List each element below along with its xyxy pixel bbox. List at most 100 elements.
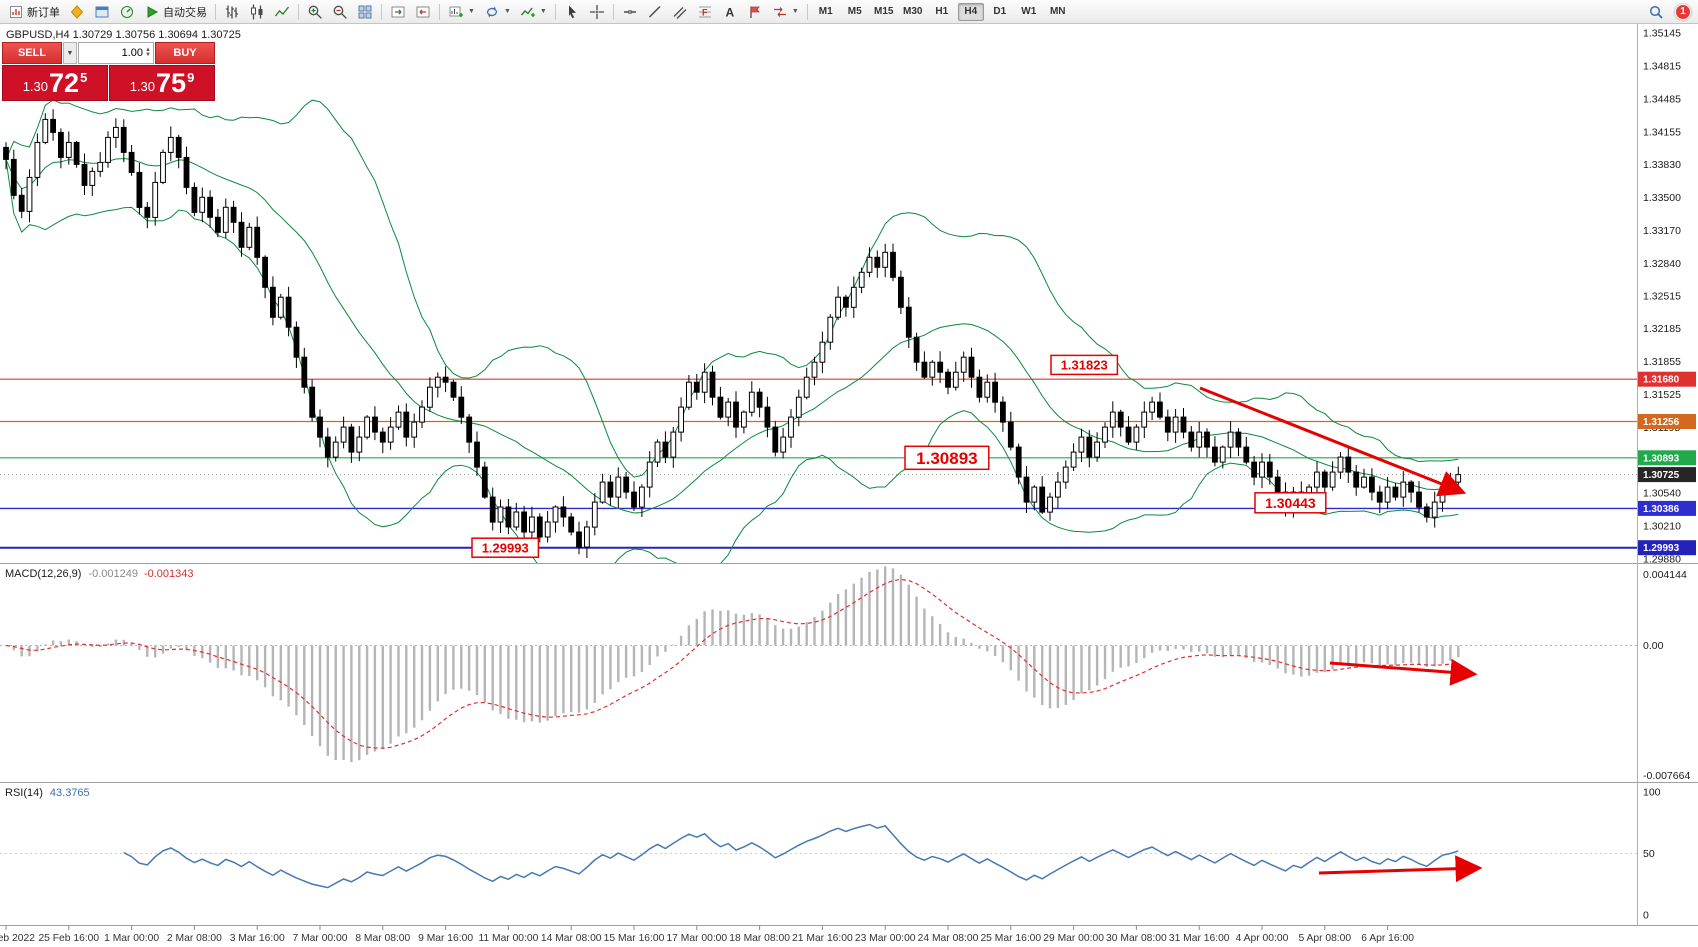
- buy-price-display[interactable]: 1.30 75 9: [109, 65, 215, 101]
- new-chart-button[interactable]: ▼: [444, 2, 479, 22]
- chart-canvas[interactable]: 1.31823 1.30893 1.30443 1.29993 1.35145 1.348…: [0, 24, 1698, 947]
- svg-text:4 Apr 00:00: 4 Apr 00:00: [1236, 933, 1289, 944]
- timeframe-button-m15[interactable]: M15: [874, 6, 894, 17]
- toolbar-separator: [612, 3, 614, 20]
- notification-badge[interactable]: 1: [1675, 3, 1691, 20]
- zoom-out-icon[interactable]: [328, 2, 352, 22]
- timeframe-button-m1[interactable]: M1: [818, 6, 833, 17]
- label-tool-icon[interactable]: [743, 2, 767, 22]
- profiles-button[interactable]: ▼: [480, 2, 515, 22]
- svg-text:1.32840: 1.32840: [1643, 258, 1681, 270]
- hline-tool-icon[interactable]: [618, 2, 642, 22]
- volume-stepper: ▲▼: [78, 42, 154, 64]
- macd-label: MACD(12,26,9): [5, 568, 82, 580]
- candlestick-chart-icon[interactable]: [245, 2, 269, 22]
- new-order-button[interactable]: 新订单: [4, 2, 64, 22]
- pane-separators: [0, 24, 1698, 926]
- svg-text:8 Mar 08:00: 8 Mar 08:00: [355, 933, 410, 944]
- svg-text:0.00: 0.00: [1643, 640, 1664, 652]
- svg-text:17 Mar 00:00: 17 Mar 00:00: [666, 933, 727, 944]
- charts-window-icon[interactable]: [90, 2, 114, 22]
- auto-scroll-icon[interactable]: [386, 2, 410, 22]
- bollinger-band: [5, 99, 1459, 478]
- price-annotation: 1.30893: [904, 445, 990, 471]
- svg-text:1.33830: 1.33830: [1643, 159, 1681, 171]
- volume-spinner-icons[interactable]: ▲ ▼: [145, 47, 151, 58]
- timeframe-button-m5[interactable]: M5: [847, 6, 862, 17]
- svg-text:11 Mar 00:00: 11 Mar 00:00: [478, 933, 538, 944]
- symbol-ohlc-line: GBPUSD,H4 1.30729 1.30756 1.30694 1.3072…: [6, 29, 241, 41]
- macd-main-value: -0.001249: [88, 568, 138, 580]
- trendline-tool-icon[interactable]: [643, 2, 667, 22]
- trend-arrow-price: [1199, 386, 1467, 497]
- sell-price-display[interactable]: 1.30 72 5: [2, 65, 108, 101]
- timeframe-button-mn[interactable]: MN: [1049, 6, 1066, 17]
- svg-text:1.29993: 1.29993: [1643, 543, 1680, 554]
- toolbar-separator: [381, 3, 382, 20]
- svg-text:3 Mar 16:00: 3 Mar 16:00: [230, 933, 285, 944]
- buy-button[interactable]: BUY: [155, 42, 215, 64]
- price-annotation: 1.30443: [1254, 492, 1327, 514]
- mql5-market-icon[interactable]: [65, 2, 89, 22]
- timeframe-button-w1[interactable]: W1: [1021, 6, 1037, 17]
- candles: [3, 109, 1462, 558]
- svg-text:1.30725: 1.30725: [1643, 470, 1680, 481]
- svg-text:21 Mar 16:00: 21 Mar 16:00: [792, 933, 853, 944]
- svg-text:1.29993: 1.29993: [482, 540, 529, 555]
- svg-text:23 Mar 00:00: 23 Mar 00:00: [855, 933, 916, 944]
- svg-text:1.31855: 1.31855: [1643, 356, 1681, 368]
- svg-text:25 Mar 16:00: 25 Mar 16:00: [980, 933, 1041, 944]
- chart-shift-icon[interactable]: [411, 2, 435, 22]
- macd-pane: [0, 566, 1637, 763]
- svg-text:-0.007664: -0.007664: [1643, 770, 1690, 782]
- svg-text:1.34485: 1.34485: [1643, 93, 1681, 105]
- svg-text:100: 100: [1643, 787, 1661, 799]
- svg-text:1.33170: 1.33170: [1643, 225, 1681, 237]
- tile-windows-icon[interactable]: [353, 2, 377, 22]
- svg-text:1.34815: 1.34815: [1643, 61, 1681, 73]
- sell-price-pip-digit: 5: [80, 70, 88, 85]
- channel-tool-icon[interactable]: [668, 2, 692, 22]
- arrows-tool-icon[interactable]: ▼: [768, 2, 803, 22]
- toolbar: 新订单 自动交易 ▼ ▼ ▼ F A ▼ M1 M5 M15 M30 H1 H4 D1 W1 MN 1: [0, 0, 1698, 24]
- toolbar-buttons: 新订单 自动交易 ▼ ▼ ▼ F A ▼ M1 M5 M15 M30 H1 H4 D1 W1 MN: [4, 2, 1072, 22]
- buy-price-pip-digit: 9: [187, 70, 195, 85]
- svg-text:1.31256: 1.31256: [1643, 417, 1680, 428]
- crosshair-icon[interactable]: [585, 2, 609, 22]
- cursor-icon[interactable]: [560, 2, 584, 22]
- price-pane: [0, 99, 1637, 563]
- timeframe-button-h4[interactable]: H4: [957, 2, 984, 21]
- svg-text:5 Apr 08:00: 5 Apr 08:00: [1298, 933, 1351, 944]
- macd-signal-line: [5, 578, 1459, 749]
- svg-text:29 Mar 00:00: 29 Mar 00:00: [1043, 933, 1104, 944]
- trend-arrow-macd: [1329, 658, 1478, 686]
- timeframe-button-m30[interactable]: M30: [903, 6, 923, 17]
- volume-input[interactable]: [81, 47, 144, 59]
- volume-dropdown-icon[interactable]: ▼: [63, 42, 77, 64]
- svg-text:9 Mar 16:00: 9 Mar 16:00: [418, 933, 473, 944]
- chart-window[interactable]: 1.31823 1.30893 1.30443 1.29993 1.35145 1.348…: [0, 24, 1698, 947]
- svg-text:F: F: [702, 7, 708, 17]
- svg-text:15 Mar 16:00: 15 Mar 16:00: [604, 933, 665, 944]
- indicators-button[interactable]: ▼: [516, 2, 551, 22]
- terminal-icon[interactable]: [115, 2, 139, 22]
- zoom-in-icon[interactable]: [303, 2, 327, 22]
- price-annotation: 1.31823: [1050, 354, 1119, 376]
- bar-chart-icon[interactable]: [220, 2, 244, 22]
- svg-text:1.29880: 1.29880: [1643, 554, 1681, 566]
- autotrading-button[interactable]: 自动交易: [140, 2, 211, 22]
- sell-button[interactable]: SELL: [2, 42, 62, 64]
- svg-text:1 Mar 00:00: 1 Mar 00:00: [104, 933, 159, 944]
- svg-text:0.004144: 0.004144: [1643, 569, 1687, 581]
- svg-text:1.30893: 1.30893: [916, 449, 977, 468]
- timeframe-button-d1[interactable]: D1: [993, 6, 1007, 17]
- line-chart-icon[interactable]: [270, 2, 294, 22]
- svg-text:1.35145: 1.35145: [1643, 28, 1681, 40]
- svg-text:1.31823: 1.31823: [1061, 358, 1108, 373]
- timeframe-button-h1[interactable]: H1: [935, 6, 949, 17]
- text-tool-icon[interactable]: A: [718, 2, 742, 22]
- search-icon[interactable]: [1644, 2, 1668, 22]
- fibonacci-tool-icon[interactable]: F: [693, 2, 717, 22]
- bollinger-band: [5, 159, 1459, 563]
- price-axis: 1.35145 1.34815 1.34485 1.34155 1.33830 1.335…: [1643, 28, 1681, 566]
